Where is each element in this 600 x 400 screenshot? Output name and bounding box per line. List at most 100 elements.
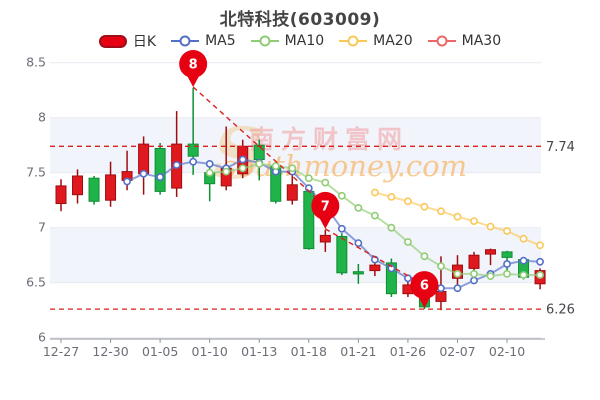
ma10-marker	[288, 164, 297, 173]
ma5-marker	[337, 224, 346, 233]
pin-8: 8	[179, 50, 208, 87]
band	[50, 117, 541, 173]
legend-label-ma30: MA30	[461, 33, 502, 49]
ma20-marker	[536, 241, 544, 250]
pin-7: 7	[311, 191, 340, 229]
legend: 日K MA5 MA10 MA20 MA30	[0, 31, 600, 51]
ma10-marker	[536, 271, 544, 279]
ref-line-label: 7.74	[546, 140, 575, 155]
x-axis-label: 01-13	[241, 344, 277, 359]
legend-item-ma5[interactable]: MA5	[171, 33, 236, 49]
trend-dashed-line	[192, 86, 326, 207]
ma20-marker	[404, 197, 412, 206]
trend-lines	[192, 86, 425, 286]
x-axis-label: 01-10	[192, 344, 228, 359]
ma5-marker	[123, 177, 131, 186]
ma10-marker	[337, 191, 346, 200]
ma5-marker	[470, 276, 478, 285]
x-axis-label: 12-27	[43, 344, 79, 359]
pin-label: 8	[189, 58, 198, 73]
candle-body	[352, 271, 364, 275]
ma10-marker	[354, 203, 363, 212]
ma10-marker	[437, 262, 445, 271]
y-axis-label: 6	[38, 330, 46, 345]
candle-body	[138, 143, 150, 175]
candle-body	[55, 185, 67, 204]
y-axis-label: 7.5	[26, 165, 46, 180]
candle-body	[385, 262, 397, 295]
x-axis-label: 02-10	[489, 344, 525, 359]
ma10-marker	[321, 178, 330, 187]
ma5-marker	[387, 264, 396, 273]
ma10-marker	[470, 269, 478, 278]
ma5-marker	[156, 173, 165, 181]
candle-body	[501, 251, 513, 258]
ma20-marker	[470, 217, 478, 225]
y-axis-label: 7	[38, 220, 46, 235]
series-ma20	[370, 188, 544, 250]
ma20-marker	[519, 234, 528, 243]
band	[50, 337, 541, 339]
pin-balloon	[311, 191, 340, 220]
ma5-marker	[503, 260, 511, 268]
candle-body	[88, 177, 100, 202]
ma5-marker	[172, 161, 181, 169]
pin-balloon	[410, 271, 439, 300]
ma5-marker	[189, 157, 198, 166]
ma10-line-icon	[250, 35, 279, 47]
candle-body	[336, 236, 348, 274]
candle-body	[319, 234, 331, 243]
pin-balloon	[179, 50, 208, 78]
y-axis-label: 6.5	[26, 275, 46, 290]
ma5-marker	[453, 284, 462, 293]
ma10-marker	[519, 271, 528, 279]
ma10-marker	[370, 211, 379, 220]
ma10-marker	[205, 168, 214, 177]
ma10-marker	[222, 167, 231, 176]
ma10-marker	[503, 269, 511, 278]
ma20-marker	[420, 202, 429, 211]
plot-bands	[50, 117, 541, 339]
chart-title: 北特科技(603009)	[219, 10, 381, 30]
candle-body	[286, 184, 298, 201]
ma30-line-icon	[427, 35, 456, 47]
price-pins: 8 7 6	[179, 50, 439, 309]
ma5-marker	[238, 155, 247, 164]
candle-body	[369, 264, 381, 272]
candle-body	[468, 254, 480, 269]
candle-body	[253, 144, 265, 160]
candle-body	[435, 291, 447, 302]
ma10-marker	[238, 164, 247, 173]
candle-body	[72, 175, 84, 196]
day-k-swatch-icon	[98, 34, 127, 48]
legend-item-ma30[interactable]: MA30	[427, 33, 502, 49]
x-axis-label: 01-21	[340, 344, 376, 359]
ma20-marker	[370, 188, 379, 197]
ma10-marker	[304, 174, 313, 183]
ma5-marker	[404, 274, 412, 283]
ma5-line-icon	[171, 35, 200, 47]
candle-body	[303, 190, 315, 250]
ma5-marker	[437, 284, 445, 293]
legend-item-ma10[interactable]: MA10	[250, 33, 324, 49]
x-axis-label: 01-26	[390, 344, 426, 359]
ma10-marker	[387, 223, 396, 232]
candle-body	[154, 148, 166, 192]
series-ma10	[205, 159, 544, 280]
y-axis-label: 8	[38, 110, 46, 125]
ma5-marker	[139, 169, 148, 178]
ma10-marker	[404, 238, 412, 246]
x-axis-label: 02-07	[439, 344, 475, 359]
ma20-marker	[503, 227, 511, 235]
legend-label-ma20: MA20	[373, 33, 413, 49]
legend-label-day-k: 日K	[132, 34, 157, 50]
candle-body	[187, 143, 199, 157]
x-axis-label: 12-30	[92, 344, 128, 359]
ma10-marker	[255, 159, 264, 168]
legend-item-ma20[interactable]: MA20	[339, 33, 413, 49]
legend-item-day-k[interactable]: 日K	[98, 31, 157, 51]
ma20-marker	[387, 192, 396, 201]
ma10-marker	[420, 252, 429, 261]
